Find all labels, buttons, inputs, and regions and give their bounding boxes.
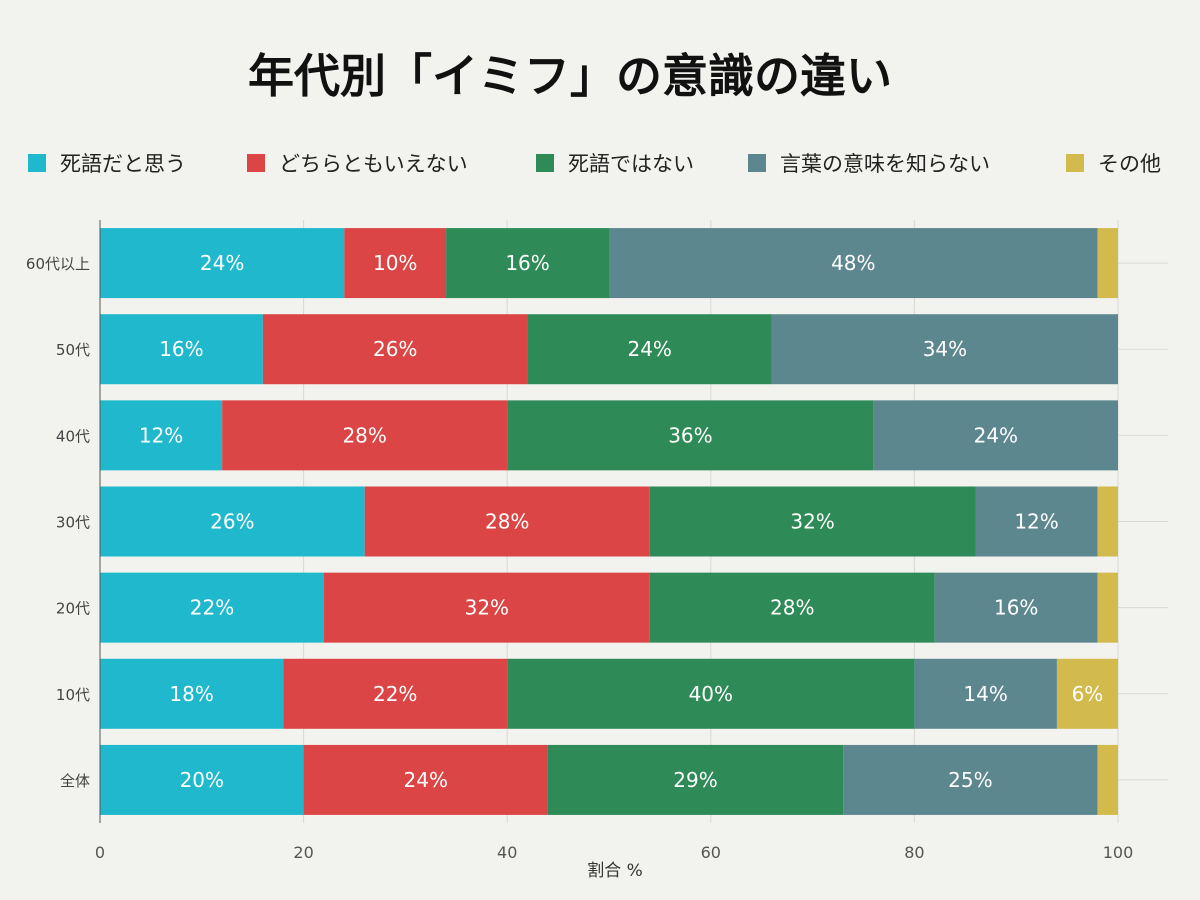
data-label: 16% xyxy=(994,596,1038,620)
legend-label: どちらともいえない xyxy=(279,152,468,176)
bar-segment xyxy=(303,744,548,815)
data-label: 40% xyxy=(689,682,733,706)
data-label: 18% xyxy=(169,682,213,706)
data-label: 34% xyxy=(923,337,967,361)
bar-segment xyxy=(1056,658,1118,729)
chart-title: 年代別「イミフ」の意識の違い xyxy=(248,49,892,103)
data-label: 14% xyxy=(963,682,1007,706)
bar-segment xyxy=(771,314,1118,385)
bar-segment xyxy=(100,314,263,385)
data-label: 32% xyxy=(790,510,834,534)
legend-item[interactable]: 言葉の意味を知らない xyxy=(748,152,990,176)
legend-swatch xyxy=(1066,154,1084,172)
bar-segment xyxy=(1097,744,1118,815)
data-label: 25% xyxy=(948,768,992,792)
legend-item[interactable]: その他 xyxy=(1066,152,1161,176)
bar-segment xyxy=(100,228,345,299)
legend-label: 言葉の意味を知らない xyxy=(780,152,990,176)
bar-segment xyxy=(1097,228,1118,299)
x-tick-label: 80 xyxy=(904,843,924,862)
bar-segment xyxy=(873,400,1118,471)
x-tick-label: 100 xyxy=(1103,843,1134,862)
x-tick-label: 40 xyxy=(497,843,517,862)
bar-segment xyxy=(323,572,650,643)
y-tick-label: 50代 xyxy=(56,341,90,359)
data-label: 12% xyxy=(139,423,183,447)
bar-segment xyxy=(100,658,284,729)
legend-item[interactable]: 死語だと思う xyxy=(28,152,186,176)
bar-segment xyxy=(1097,572,1118,643)
data-label: 24% xyxy=(404,768,448,792)
bar-segment xyxy=(507,658,915,729)
bar-segment xyxy=(547,744,844,815)
x-tick-label: 0 xyxy=(95,843,105,862)
data-label: 26% xyxy=(373,337,417,361)
x-tick-label: 60 xyxy=(701,843,721,862)
data-label: 36% xyxy=(668,423,712,447)
legend-label: 死語ではない xyxy=(568,152,694,176)
x-axis-ticks: 0 20 40 60 80 100 xyxy=(95,843,1133,862)
data-label: 24% xyxy=(200,251,244,275)
data-label: 16% xyxy=(505,251,549,275)
bar-segment xyxy=(843,744,1098,815)
bar-segment xyxy=(446,228,609,299)
legend-item[interactable]: どちらともいえない xyxy=(247,152,468,176)
y-tick-label: 30代 xyxy=(56,514,90,532)
data-label: 12% xyxy=(1014,510,1058,534)
bar-segment xyxy=(527,314,772,385)
data-label: 28% xyxy=(770,596,814,620)
bar-segment xyxy=(934,572,1098,643)
bar-segment xyxy=(100,572,324,643)
bar-segment xyxy=(100,744,304,815)
data-label: 28% xyxy=(485,510,529,534)
legend-label: その他 xyxy=(1098,152,1161,176)
data-label: 16% xyxy=(159,337,203,361)
bars: 24% 10% 16% 48% 16% 26% 24% 34% 12% 28% 36% 24% 26% 2… xyxy=(100,228,1118,815)
data-label: 24% xyxy=(627,337,671,361)
data-label: 22% xyxy=(190,596,234,620)
data-label: 10% xyxy=(373,251,417,275)
legend-swatch xyxy=(536,154,554,172)
legend-swatch xyxy=(748,154,766,172)
legend-item[interactable]: 死語ではない xyxy=(536,152,694,176)
bar-segment xyxy=(100,486,365,557)
legend-swatch xyxy=(247,154,265,172)
x-axis-label: 割合 % xyxy=(587,861,643,881)
x-tick-label: 20 xyxy=(293,843,313,862)
data-label: 26% xyxy=(210,510,254,534)
data-label: 32% xyxy=(465,596,509,620)
y-tick-label: 20代 xyxy=(56,600,90,618)
y-tick-label: 60代以上 xyxy=(26,255,90,273)
y-tick-label: 全体 xyxy=(60,772,90,790)
bar-segment xyxy=(262,314,528,385)
bar-segment xyxy=(507,400,874,471)
bar-segment xyxy=(1097,486,1118,557)
data-label: 6% xyxy=(1072,682,1104,706)
bar-segment xyxy=(975,486,1098,557)
bar-segment xyxy=(649,572,935,643)
bar-segment xyxy=(649,486,976,557)
bar-segment xyxy=(914,658,1057,729)
data-label: 48% xyxy=(831,251,875,275)
data-label: 24% xyxy=(974,423,1018,447)
y-tick-label: 40代 xyxy=(56,427,90,445)
legend: 死語だと思う どちらともいえない 死語ではない 言葉の意味を知らない その他 xyxy=(28,152,1161,176)
bar-segment xyxy=(222,400,508,471)
data-label: 28% xyxy=(342,423,386,447)
bar-segment xyxy=(344,228,447,299)
bar-segment xyxy=(609,228,1098,299)
data-label: 29% xyxy=(673,768,717,792)
legend-label: 死語だと思う xyxy=(60,152,186,176)
data-label: 22% xyxy=(373,682,417,706)
legend-swatch xyxy=(28,154,46,172)
data-label: 20% xyxy=(180,768,224,792)
bar-segment xyxy=(364,486,650,557)
bar-segment xyxy=(100,400,223,471)
bar-segment xyxy=(283,658,508,729)
y-tick-label: 10代 xyxy=(56,686,90,704)
